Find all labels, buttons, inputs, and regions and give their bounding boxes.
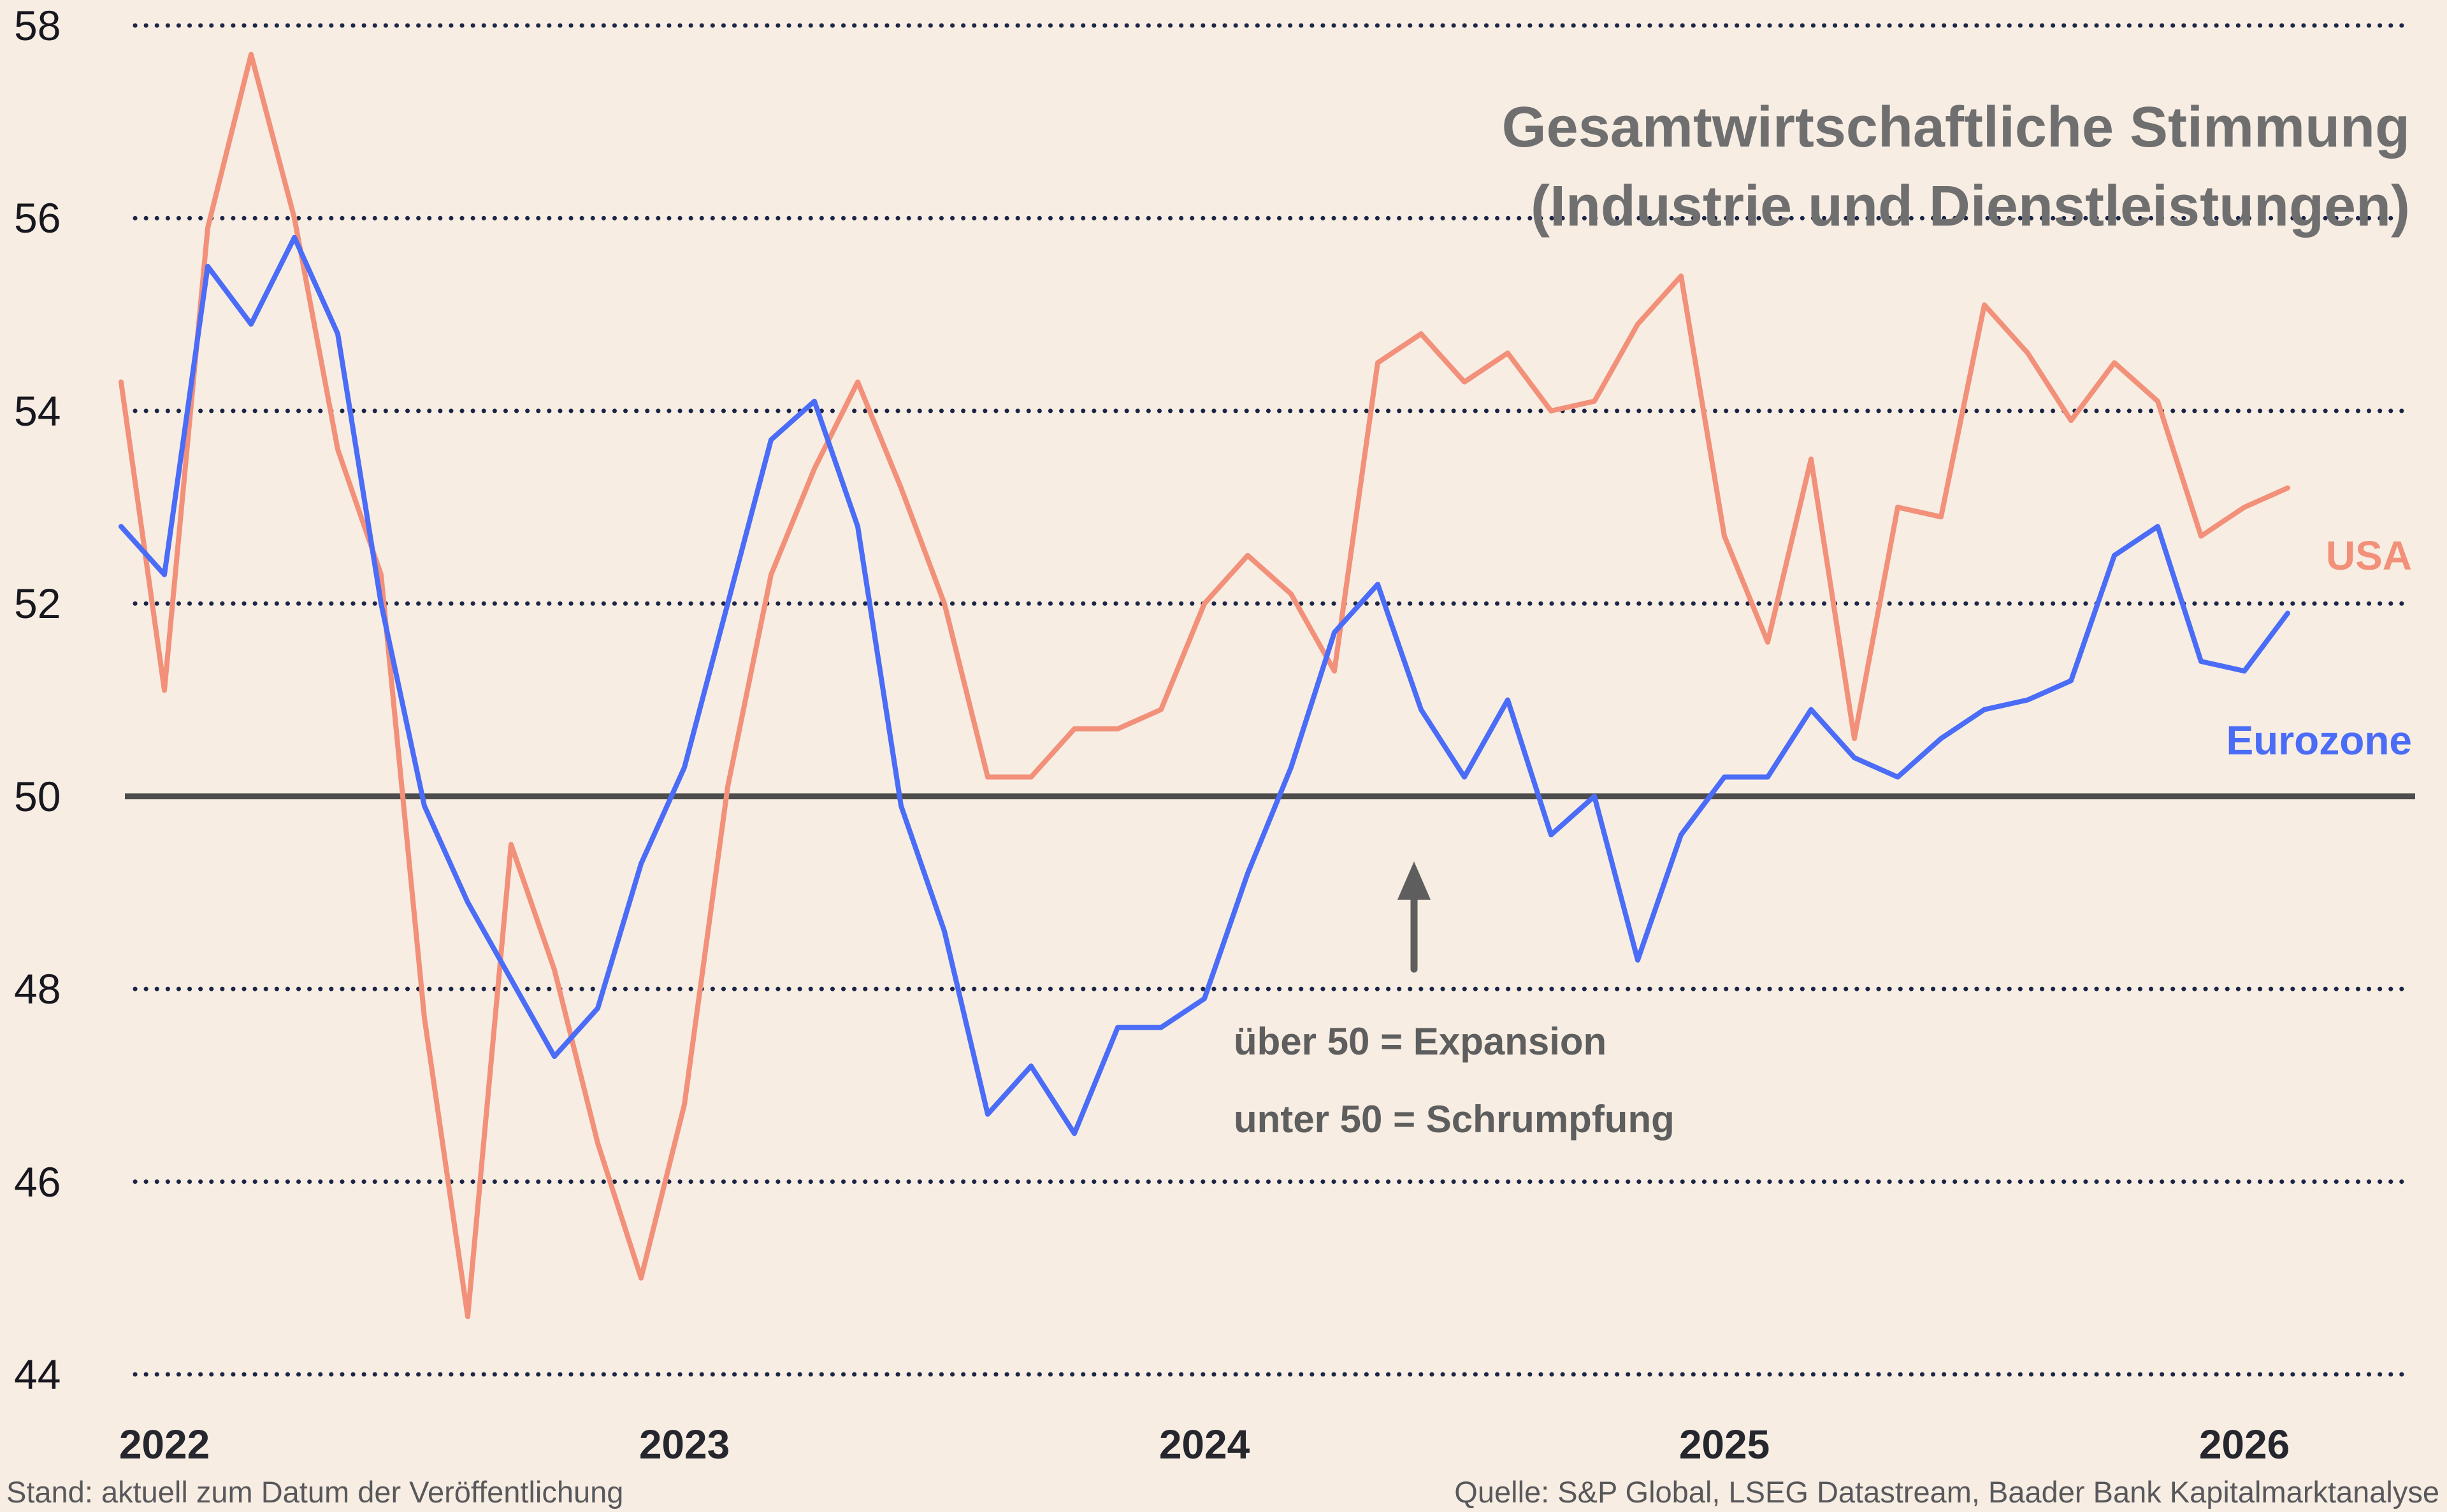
y-tick-label: 58 [14,2,61,49]
y-tick-label: 46 [14,1158,61,1206]
chart-title: Gesamtwirtschaftliche Stimmung (Industri… [1502,88,2410,246]
chart-title-line2: (Industrie und Dienstleistungen) [1530,175,2410,239]
y-tick-label: 50 [14,772,61,820]
x-tick-label: 2023 [639,1422,730,1467]
y-tick-label: 44 [14,1351,61,1398]
footnote-source: Quelle: S&P Global, LSEG Datastream, Baa… [1454,1475,2439,1509]
y-tick-label: 54 [14,387,61,435]
annotation-arrow-head [1397,861,1431,900]
annotation-expansion: über 50 = Expansion [1234,1020,1607,1063]
y-tick-label: 48 [14,965,61,1013]
footnote-stand: Stand: aktuell zum Datum der Veröffentli… [6,1475,624,1509]
x-tick-label: 2026 [2198,1422,2290,1467]
series-label-usa: USA [2325,533,2412,579]
series-line-usa [119,52,2290,1320]
y-tick-label: 56 [14,194,61,242]
x-tick-label: 2024 [1159,1422,1250,1467]
series-line-eurozone [119,234,2290,1136]
x-tick-label: 2025 [1678,1422,1770,1467]
y-tick-label: 52 [14,580,61,628]
chart-title-line1: Gesamtwirtschaftliche Stimmung [1501,96,2410,159]
annotation-contraction: unter 50 = Schrumpfung [1234,1098,1675,1141]
series-label-eurozone: Eurozone [2226,717,2412,763]
x-tick-label: 2022 [119,1422,210,1467]
